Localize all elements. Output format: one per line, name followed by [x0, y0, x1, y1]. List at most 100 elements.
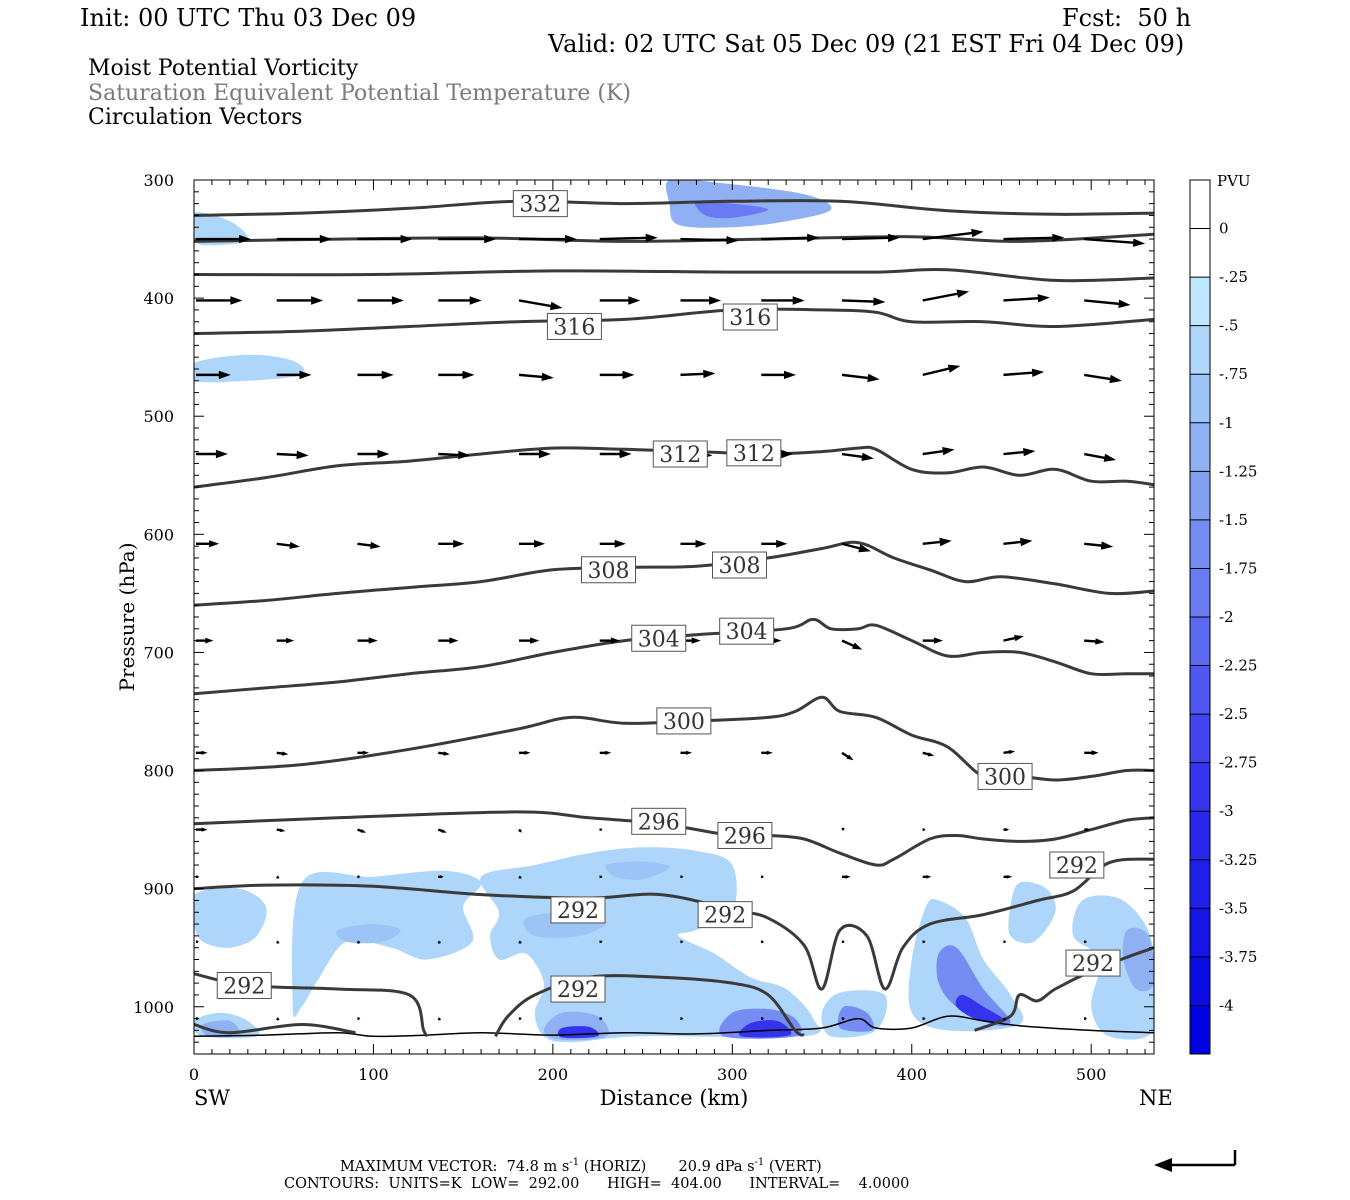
y-axis-title: Pressure (hPa) [115, 543, 139, 692]
colorbar-tick-label: -.75 [1219, 365, 1248, 383]
theta-contour-312 [194, 445, 1154, 489]
x-tick-label: 200 [538, 1065, 569, 1084]
circulation-vector [196, 296, 243, 305]
colorbar-tick-label: -2.5 [1219, 705, 1248, 723]
circulation-vector [761, 233, 820, 243]
circulation-vector [841, 373, 880, 383]
colorbar-tick-label: -1.25 [1219, 462, 1257, 480]
circulation-vector [680, 1017, 684, 1021]
svg-text:292: 292 [557, 899, 599, 924]
circulation-vector [841, 1017, 845, 1021]
circulation-vector [680, 750, 693, 755]
circulation-vector [922, 828, 926, 832]
mpv-region [695, 200, 769, 219]
circulation-vector [438, 539, 465, 548]
colorbar-bin [1190, 859, 1210, 909]
circulation-vector [357, 875, 361, 879]
svg-text:292: 292 [557, 978, 599, 1003]
circulation-vector [1084, 237, 1146, 247]
colorbar-bin [1190, 956, 1210, 1006]
circulation-vector [599, 233, 658, 243]
colorbar-tick-label: -1.75 [1219, 559, 1257, 577]
circulation-vector [518, 1017, 522, 1021]
circulation-vector [922, 289, 970, 302]
circulation-vector [276, 370, 312, 380]
y-tick-label: 1000 [133, 998, 174, 1017]
circulation-vector [680, 369, 716, 379]
circulation-vector [276, 296, 324, 305]
contour-label: 292 [1049, 851, 1105, 879]
circulation-vector [761, 370, 796, 380]
svg-text:292: 292 [1072, 952, 1114, 977]
circulation-vector [518, 234, 577, 244]
colorbar-bin [1190, 374, 1210, 424]
colorbar-bin [1190, 665, 1210, 715]
max-vert-exp: -1 [754, 1157, 765, 1168]
circulation-vector [599, 296, 641, 305]
contours-label: CONTOURS: [284, 1176, 380, 1192]
colorbar-tick-label: -3.75 [1219, 948, 1257, 966]
circulation-vector [761, 750, 773, 755]
max-vector-label: MAXIMUM VECTOR: [340, 1158, 498, 1175]
theta-contour-292 [494, 974, 805, 1038]
circulation-vector [1003, 368, 1045, 377]
mpv-region [1008, 881, 1056, 944]
x-axis-title: Distance (km) [600, 1086, 749, 1110]
axes: 300 400 500 600 700 800 900 1000 0 100 200 300 400 50… [133, 171, 1154, 1084]
x-right-endpoint: NE [1139, 1086, 1173, 1110]
circulation-vector [276, 637, 295, 644]
circulation-vector [1003, 448, 1036, 457]
circulation-vector [357, 1017, 361, 1021]
x-tick-label: 100 [358, 1065, 389, 1084]
colorbar-tick-label: -3.25 [1219, 851, 1257, 869]
colorbar-bin [1190, 811, 1210, 861]
colorbar-tick-label: -.5 [1219, 317, 1238, 335]
circulation-vector [599, 940, 603, 944]
colorbar-bin [1190, 180, 1210, 230]
theta-contour-292 [974, 946, 1154, 1032]
contour-label: 316 [722, 303, 778, 331]
contour-label: 332 [512, 190, 568, 218]
contour-label: 292 [216, 971, 272, 999]
theta-contour-304 [194, 617, 1154, 696]
theta-contour-320 [194, 267, 1154, 283]
theta-contour-296 [194, 810, 1154, 867]
contour-label: 304 [719, 617, 775, 645]
circulation-vector [438, 234, 497, 244]
circulation-vector [1084, 828, 1090, 832]
circulation-vector [922, 364, 961, 377]
x-tick-label: 300 [717, 1065, 748, 1084]
circulation-vector [1084, 940, 1088, 944]
max-horiz-units: m s [543, 1158, 570, 1175]
valid-time: Valid: 02 UTC Sat 05 Dec 09 (21 EST Fri … [548, 30, 1185, 58]
reference-vector-arrow [1154, 1150, 1237, 1172]
circulation-vector [357, 637, 378, 644]
svg-text:292: 292 [704, 904, 746, 929]
contour-label: 308 [711, 551, 767, 579]
colorbar-tick-label: -3.5 [1219, 899, 1248, 917]
circulation-vector [518, 637, 540, 644]
circulation-vector [276, 751, 289, 756]
mpv-region [291, 870, 482, 1018]
y-tick-label: 300 [143, 171, 174, 190]
circulation-vector [841, 751, 854, 761]
theta-contour-292 [194, 857, 1154, 991]
theta-contour-308 [194, 540, 1154, 607]
circulation-vector [518, 372, 554, 381]
circulation-vector [1003, 537, 1033, 547]
circulation-vector [680, 236, 739, 245]
circulation-vector [922, 537, 952, 547]
contour-label: 296 [717, 822, 773, 850]
theta-contour-292 [194, 1022, 356, 1035]
circulation-vector [922, 447, 955, 456]
circulation-vector [1003, 233, 1065, 242]
circulation-vector [841, 452, 874, 461]
colorbar-bin [1190, 1005, 1210, 1055]
circulation-vector [599, 875, 603, 879]
theta-contour-300 [194, 695, 1154, 782]
max-horiz-value: 74.8 [506, 1158, 539, 1175]
circulation-vector [761, 539, 788, 548]
svg-text:312: 312 [659, 443, 701, 468]
mpv-region [936, 945, 1011, 1026]
colorbar-bin [1190, 617, 1210, 667]
